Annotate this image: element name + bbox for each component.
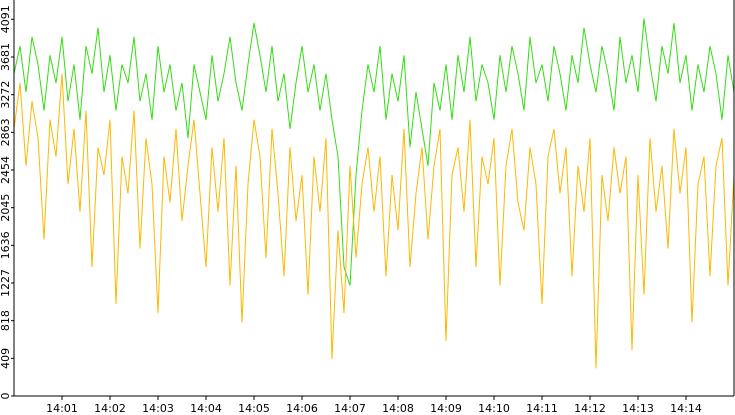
x-tick-label: 14:07 [334,402,366,415]
y-tick-label: 1636 [0,231,12,259]
y-tick-label: 3272 [0,81,12,109]
x-tick-label: 14:12 [574,402,606,415]
y-tick-label: 1227 [0,269,12,297]
series-line [13,73,735,369]
x-tick-label: 14:11 [526,402,558,415]
x-tick-label: 14:02 [94,402,126,415]
y-tick-label: 2863 [0,118,12,146]
x-tick-label: 14:08 [382,402,414,415]
y-tick-label: 0 [0,393,12,400]
x-tick-label: 14:06 [286,402,318,415]
y-tick-label: 818 [0,310,12,331]
y-tick-label: 2454 [0,156,12,184]
y-tick-label: 3681 [0,43,12,71]
x-tick-label: 14:10 [478,402,510,415]
x-tick-label: 14:01 [46,402,78,415]
x-tick-label: 14:14 [670,402,702,415]
x-tick-label: 14:03 [142,402,174,415]
x-tick-label: 14:05 [238,402,270,415]
x-tick-label: 14:09 [430,402,462,415]
y-tick-label: 409 [0,348,12,369]
y-tick-label: 4091 [0,5,12,33]
x-tick-label: 14:04 [190,402,222,415]
x-tick-label: 14:13 [622,402,654,415]
series-line [13,18,735,286]
y-tick-label: 2045 [0,194,12,222]
